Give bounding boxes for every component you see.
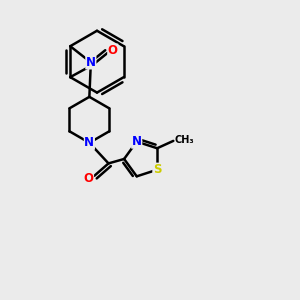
Text: N: N — [132, 135, 142, 148]
Text: N: N — [84, 136, 94, 149]
Text: S: S — [153, 163, 161, 176]
Text: O: O — [108, 44, 118, 57]
Text: CH₃: CH₃ — [175, 135, 194, 145]
Text: O: O — [83, 172, 94, 184]
Text: N: N — [86, 56, 96, 69]
